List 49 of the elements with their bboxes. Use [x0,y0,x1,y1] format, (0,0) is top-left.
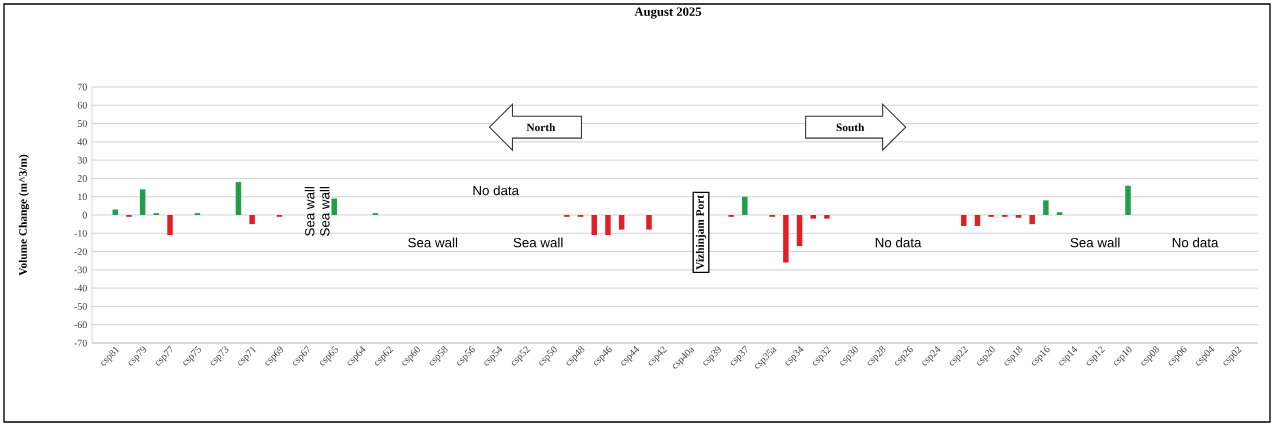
annotation: Sea wall [408,237,458,248]
bar [1056,212,1063,215]
y-tick-label: 30 [77,156,87,164]
y-tick-label: 0 [82,211,87,219]
bar [810,215,816,219]
annotation: Sea wall [1070,237,1120,248]
annotation: Sea wall [319,187,330,236]
bar [1125,185,1131,215]
bar [331,198,337,215]
annotation: Vizhinjam Port [695,195,707,270]
annotation: South [836,123,865,132]
chart-title: August 2025 [634,7,702,19]
y-tick-label: -60 [74,321,87,329]
y-tick-label: 10 [78,193,87,201]
bar [1043,200,1049,215]
bar [646,215,652,230]
y-tick-label: -40 [74,284,87,292]
annotation: North [526,123,556,132]
y-tick-label: -20 [74,248,87,255]
bar [783,215,789,263]
bar [824,215,830,219]
y-axis-title: Volume Change (m^3/m) [18,154,30,276]
bar [1029,215,1035,225]
bar [742,196,748,215]
annotation: Sea wall [304,187,315,236]
bar [974,215,981,226]
bar [618,215,625,230]
y-tick-label: 60 [77,101,87,109]
y-tick-label: 20 [77,175,87,182]
y-tick-label: -30 [74,266,87,274]
y-tick-label: -70 [74,339,87,347]
y-tick-label: 70 [77,83,87,91]
bar [796,215,803,247]
bar [961,215,967,226]
y-tick-label: -10 [74,229,87,237]
bar [167,215,173,236]
annotation: No data [875,237,922,248]
bar [605,215,611,236]
annotation: No data [473,185,520,196]
y-tick-label: -50 [74,303,87,310]
y-tick-label: 40 [77,138,87,146]
bar [139,189,146,215]
y-tick-label: 50 [77,120,87,127]
bar [1015,215,1022,218]
annotation: No data [1172,237,1219,248]
bar [249,215,255,225]
bar [235,182,242,215]
bar [591,215,598,236]
annotation: Sea wall [513,237,563,248]
